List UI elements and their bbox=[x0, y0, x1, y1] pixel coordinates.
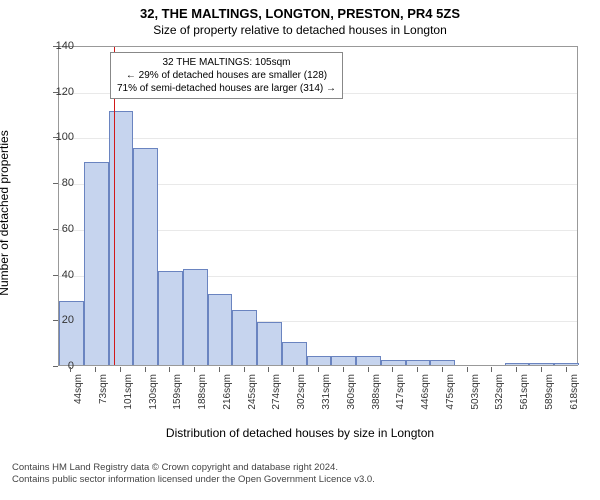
y-tick-label: 60 bbox=[44, 223, 74, 235]
x-tick-label: 302sqm bbox=[296, 374, 307, 424]
y-tick-label: 80 bbox=[44, 177, 74, 189]
x-tick-label: 73sqm bbox=[98, 374, 109, 424]
x-tick-mark bbox=[566, 367, 567, 372]
y-tick-label: 140 bbox=[44, 40, 74, 52]
x-tick-mark bbox=[318, 367, 319, 372]
attribution-line: Contains HM Land Registry data © Crown c… bbox=[12, 462, 375, 474]
x-tick-mark bbox=[70, 367, 71, 372]
x-tick-mark bbox=[293, 367, 294, 372]
chart-title-main: 32, THE MALTINGS, LONGTON, PRESTON, PR4 … bbox=[0, 0, 600, 21]
x-tick-mark bbox=[516, 367, 517, 372]
y-tick-label: 40 bbox=[44, 269, 74, 281]
x-tick-label: 360sqm bbox=[346, 374, 357, 424]
x-tick-label: 130sqm bbox=[148, 374, 159, 424]
histogram-bar bbox=[84, 162, 109, 365]
y-tick-mark bbox=[53, 92, 58, 93]
y-tick-mark bbox=[53, 46, 58, 47]
x-tick-mark bbox=[169, 367, 170, 372]
y-tick-label: 120 bbox=[44, 86, 74, 98]
x-tick-mark bbox=[491, 367, 492, 372]
histogram-bar bbox=[232, 310, 257, 365]
x-tick-label: 245sqm bbox=[247, 374, 258, 424]
x-tick-mark bbox=[368, 367, 369, 372]
x-tick-label: 618sqm bbox=[569, 374, 580, 424]
x-tick-label: 475sqm bbox=[445, 374, 456, 424]
histogram-bar bbox=[158, 271, 183, 365]
info-box-line: ← 29% of detached houses are smaller (12… bbox=[117, 69, 336, 82]
attribution-text: Contains HM Land Registry data © Crown c… bbox=[12, 462, 375, 486]
x-tick-mark bbox=[541, 367, 542, 372]
x-tick-label: 274sqm bbox=[271, 374, 282, 424]
y-tick-mark bbox=[53, 137, 58, 138]
x-tick-label: 446sqm bbox=[420, 374, 431, 424]
x-tick-label: 44sqm bbox=[73, 374, 84, 424]
x-tick-mark bbox=[417, 367, 418, 372]
x-tick-label: 159sqm bbox=[172, 374, 183, 424]
y-tick-label: 100 bbox=[44, 131, 74, 143]
x-tick-mark bbox=[219, 367, 220, 372]
histogram-bar bbox=[331, 356, 356, 365]
x-tick-mark bbox=[343, 367, 344, 372]
y-tick-mark bbox=[53, 229, 58, 230]
histogram-bar bbox=[307, 356, 332, 365]
y-tick-mark bbox=[53, 183, 58, 184]
histogram-bar bbox=[208, 294, 233, 365]
histogram-bar bbox=[505, 363, 530, 365]
x-tick-label: 388sqm bbox=[371, 374, 382, 424]
histogram-bar bbox=[59, 301, 84, 365]
x-tick-label: 216sqm bbox=[222, 374, 233, 424]
x-tick-mark bbox=[442, 367, 443, 372]
x-tick-label: 331sqm bbox=[321, 374, 332, 424]
y-tick-mark bbox=[53, 320, 58, 321]
x-tick-mark bbox=[194, 367, 195, 372]
x-axis-label: Distribution of detached houses by size … bbox=[0, 426, 600, 440]
x-tick-mark bbox=[268, 367, 269, 372]
x-tick-label: 188sqm bbox=[197, 374, 208, 424]
info-box: 32 THE MALTINGS: 105sqm← 29% of detached… bbox=[110, 52, 343, 99]
chart-container: 32, THE MALTINGS, LONGTON, PRESTON, PR4 … bbox=[0, 0, 600, 460]
histogram-bar bbox=[133, 148, 158, 365]
x-tick-mark bbox=[95, 367, 96, 372]
x-tick-mark bbox=[145, 367, 146, 372]
x-tick-label: 532sqm bbox=[494, 374, 505, 424]
y-tick-mark bbox=[53, 275, 58, 276]
x-tick-label: 503sqm bbox=[470, 374, 481, 424]
chart-title-sub: Size of property relative to detached ho… bbox=[0, 21, 600, 37]
histogram-bar bbox=[183, 269, 208, 365]
histogram-bar bbox=[282, 342, 307, 365]
x-tick-mark bbox=[120, 367, 121, 372]
histogram-bar bbox=[356, 356, 381, 365]
gridline bbox=[59, 138, 577, 139]
histogram-bar bbox=[381, 360, 406, 365]
histogram-bar bbox=[406, 360, 431, 365]
x-tick-label: 417sqm bbox=[395, 374, 406, 424]
x-tick-label: 561sqm bbox=[519, 374, 530, 424]
histogram-bar bbox=[529, 363, 554, 365]
x-tick-mark bbox=[244, 367, 245, 372]
attribution-line: Contains public sector information licen… bbox=[12, 474, 375, 486]
x-tick-mark bbox=[467, 367, 468, 372]
x-tick-label: 589sqm bbox=[544, 374, 555, 424]
y-tick-label: 20 bbox=[44, 314, 74, 326]
info-box-line: 32 THE MALTINGS: 105sqm bbox=[117, 56, 336, 69]
histogram-bar bbox=[257, 322, 282, 365]
info-box-line: 71% of semi-detached houses are larger (… bbox=[117, 82, 336, 95]
histogram-bar bbox=[109, 111, 134, 365]
y-tick-mark bbox=[53, 366, 58, 367]
x-tick-label: 101sqm bbox=[123, 374, 134, 424]
x-tick-mark bbox=[392, 367, 393, 372]
histogram-bar bbox=[554, 363, 579, 365]
histogram-bar bbox=[430, 360, 455, 365]
